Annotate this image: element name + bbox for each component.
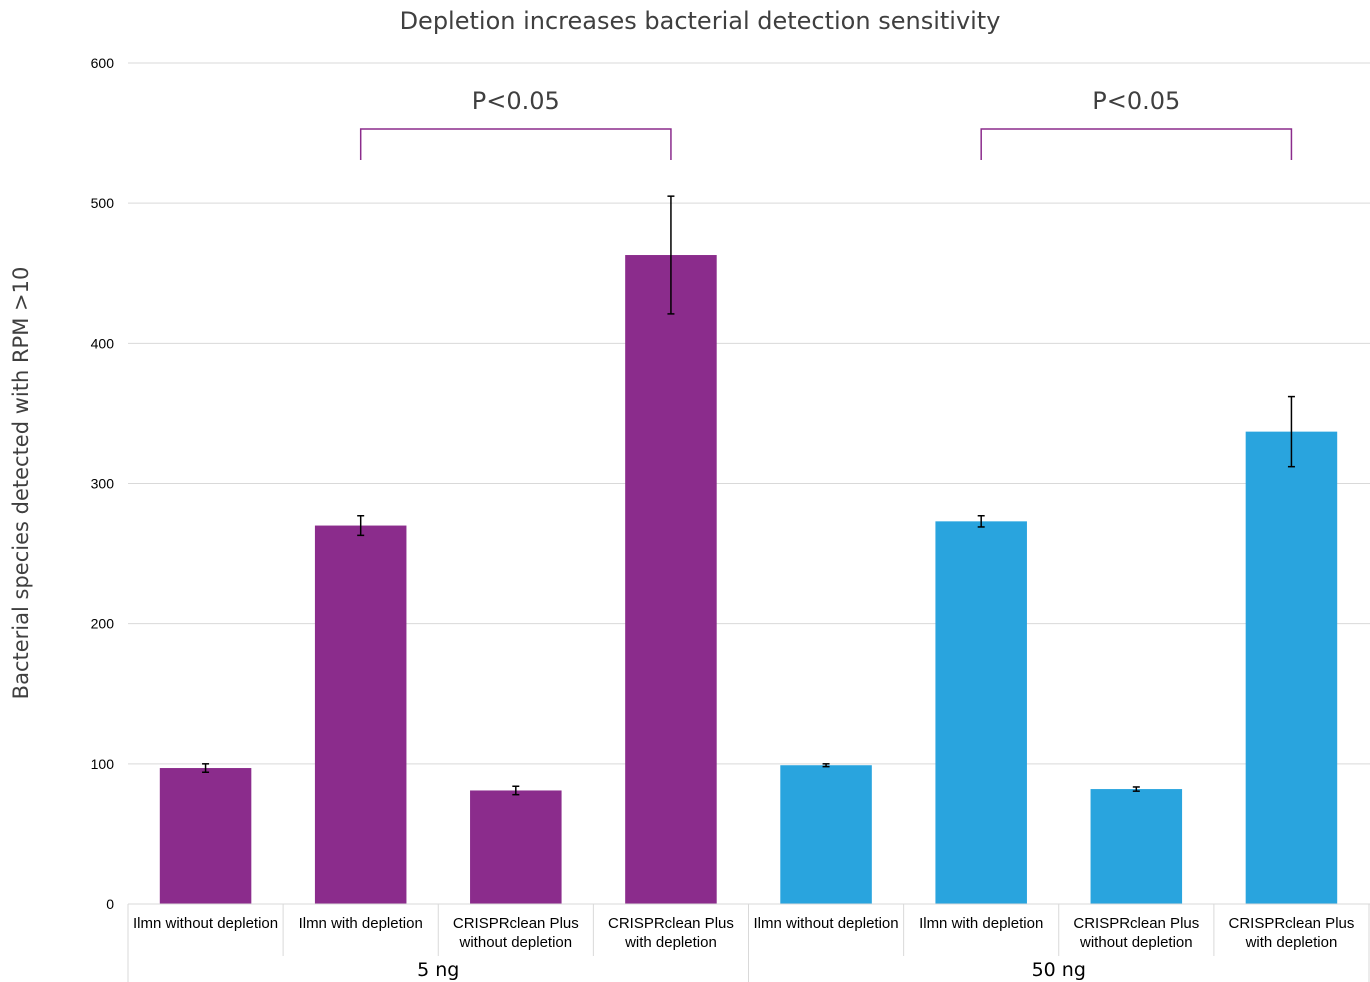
y-tick-label: 200 <box>91 616 115 632</box>
category-label: CRISPRclean Plus without depletion <box>1073 915 1199 951</box>
bar <box>159 768 252 904</box>
category-label-line: Ilmn with depletion <box>299 915 423 932</box>
bar <box>314 525 407 904</box>
bar <box>1245 431 1338 904</box>
chart-title: Depletion increases bacterial detection … <box>400 7 1001 35</box>
bar <box>935 521 1027 904</box>
category-label-line: CRISPRclean Plus <box>608 915 734 932</box>
bar <box>625 255 717 905</box>
category-label-line: without depletion <box>459 934 573 951</box>
category-label: Ilmn without depletion <box>133 915 278 932</box>
bar <box>1090 789 1183 904</box>
bar <box>780 765 872 904</box>
significance-label: P<0.05 <box>1092 87 1180 115</box>
category-label-line: Ilmn without depletion <box>133 915 278 932</box>
category-label-line: CRISPRclean Plus <box>453 915 579 932</box>
x-axis: Ilmn without depletion Ilmn with depletio… <box>127 903 1370 982</box>
group-label: 50 ng <box>1032 959 1086 981</box>
category-label: CRISPRclean Plus with depletion <box>608 915 734 951</box>
category-label: Ilmn with depletion <box>919 915 1043 932</box>
category-label-line: CRISPRclean Plus <box>1073 915 1199 932</box>
category-label-line: Ilmn with depletion <box>919 915 1043 932</box>
y-tick-label: 400 <box>91 335 115 351</box>
category-label-line: with depletion <box>624 934 717 951</box>
y-tick-label: 300 <box>91 476 115 492</box>
bar <box>470 790 562 904</box>
significance-label: P<0.05 <box>472 87 560 115</box>
category-label: Ilmn with depletion <box>299 915 423 932</box>
y-tick-label: 0 <box>106 896 114 912</box>
error-bars <box>202 195 1295 796</box>
significance-annotations: P<0.05 P<0.05 <box>359 87 1293 160</box>
y-tick-label: 100 <box>91 756 115 772</box>
category-label: CRISPRclean Plus with depletion <box>1228 915 1354 951</box>
category-label: CRISPRclean Plus without depletion <box>453 915 579 951</box>
y-tick-label: 500 <box>91 195 115 211</box>
bars <box>159 255 1338 905</box>
y-tick-label: 600 <box>91 55 115 71</box>
category-label: Ilmn without depletion <box>754 915 899 932</box>
category-label-line: Ilmn without depletion <box>754 915 899 932</box>
significance-bracket <box>359 128 672 160</box>
gridlines <box>128 62 1370 765</box>
category-label-line: without depletion <box>1079 934 1193 951</box>
category-label-line: CRISPRclean Plus <box>1228 915 1354 932</box>
y-axis-label: Bacterial species detected with RPM >10 <box>9 267 33 700</box>
group-label: 5 ng <box>417 959 459 981</box>
y-axis-ticks: 0 100 200 300 400 500 600 <box>91 55 115 912</box>
category-label-line: with depletion <box>1245 934 1338 951</box>
significance-bracket <box>980 128 1293 160</box>
